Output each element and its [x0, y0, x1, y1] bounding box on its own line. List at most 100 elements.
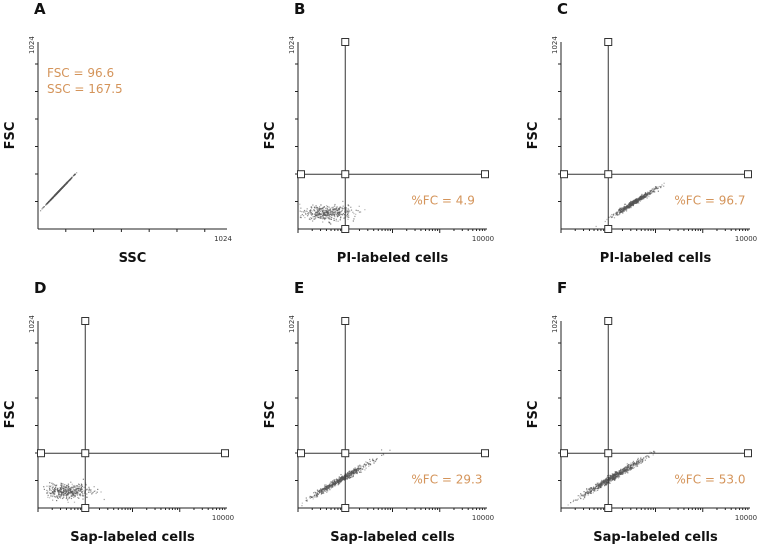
event-dot — [323, 217, 325, 219]
event-dot — [79, 487, 81, 489]
event-dot — [57, 191, 60, 193]
event-dot — [334, 483, 336, 485]
event-dot — [334, 483, 336, 485]
panel-letter: D — [34, 279, 46, 297]
event-dot — [55, 193, 57, 195]
event-dot — [333, 481, 336, 483]
event-dot — [357, 467, 359, 469]
event-dot — [639, 200, 641, 202]
annotation-text: %FC = 4.9 — [411, 194, 474, 208]
event-dot — [66, 484, 68, 487]
event-dot — [71, 490, 73, 492]
event-dot — [328, 206, 330, 208]
event-dot — [68, 487, 70, 490]
event-dot — [316, 211, 318, 213]
event-dot — [70, 486, 73, 488]
event-dot — [67, 486, 69, 488]
event-dot — [606, 480, 608, 483]
event-dot — [600, 486, 603, 489]
event-dot — [600, 482, 602, 484]
event-dot — [615, 213, 618, 215]
event-dot — [331, 212, 333, 214]
y-axis-title: FSC — [3, 122, 18, 150]
event-dot — [632, 462, 634, 464]
event-dot — [323, 206, 325, 208]
event-dot — [300, 215, 302, 217]
event-dot — [93, 490, 95, 493]
event-dot — [651, 188, 653, 190]
event-dot — [321, 209, 323, 212]
event-dot — [326, 206, 329, 208]
event-dot — [627, 470, 629, 472]
event-dot — [334, 211, 336, 213]
gate-handle — [481, 170, 489, 179]
event-dot — [322, 206, 324, 209]
event-dot — [58, 490, 60, 492]
event-dot — [322, 207, 324, 209]
event-dot — [310, 213, 312, 215]
event-dot — [60, 491, 62, 494]
event-dot — [68, 489, 70, 492]
event-dot — [585, 494, 587, 496]
gate-handle — [744, 170, 752, 179]
event-dot — [594, 487, 596, 489]
event-dot — [606, 479, 609, 481]
event-dot — [75, 491, 77, 493]
event-dot — [73, 490, 76, 492]
event-dot — [317, 213, 319, 215]
event-dot — [61, 484, 63, 486]
event-dot — [301, 213, 303, 216]
event-dot — [330, 213, 332, 215]
event-dot — [45, 204, 47, 206]
event-dot — [627, 465, 630, 468]
event-dot — [631, 201, 633, 203]
event-dot — [372, 459, 375, 462]
event-dot — [618, 471, 620, 474]
event-dot — [325, 215, 327, 217]
event-dot — [349, 476, 351, 479]
event-dot — [338, 481, 340, 483]
event-dot — [80, 488, 83, 490]
event-dot — [324, 484, 326, 486]
event-dot — [307, 212, 310, 214]
event-dot — [76, 491, 78, 493]
event-dot — [59, 496, 61, 498]
event-dot — [636, 202, 638, 204]
event-dot — [655, 186, 657, 188]
event-dot — [311, 496, 313, 499]
gate-handle — [560, 170, 568, 179]
event-dot — [610, 216, 612, 218]
event-dot — [356, 469, 358, 471]
event-dot — [354, 471, 357, 473]
event-dot — [351, 472, 353, 474]
event-dot — [660, 186, 662, 189]
event-dot — [643, 457, 645, 459]
event-dot — [346, 478, 348, 480]
event-dot — [623, 207, 626, 209]
event-dot — [58, 493, 60, 495]
event-dot — [54, 490, 57, 493]
event-dot — [339, 214, 341, 216]
event-dot — [310, 206, 312, 208]
event-dot — [649, 190, 652, 192]
event-dot — [588, 489, 591, 491]
event-dot — [636, 200, 638, 202]
event-dot — [632, 204, 634, 207]
event-dot — [352, 475, 354, 477]
event-dot — [73, 501, 76, 503]
event-dot — [315, 207, 317, 209]
event-dot — [73, 174, 75, 177]
event-dot — [360, 470, 362, 472]
event-dot — [81, 491, 83, 494]
event-dot — [311, 217, 313, 219]
event-dot — [602, 483, 604, 485]
event-dot — [309, 212, 311, 215]
event-dot — [48, 485, 50, 487]
event-dot — [615, 471, 617, 473]
event-dot — [641, 197, 643, 199]
event-dot — [301, 505, 303, 507]
event-dot — [340, 216, 342, 218]
event-dot — [629, 202, 632, 204]
annotation-text: FSC = 96.6 — [47, 66, 114, 80]
